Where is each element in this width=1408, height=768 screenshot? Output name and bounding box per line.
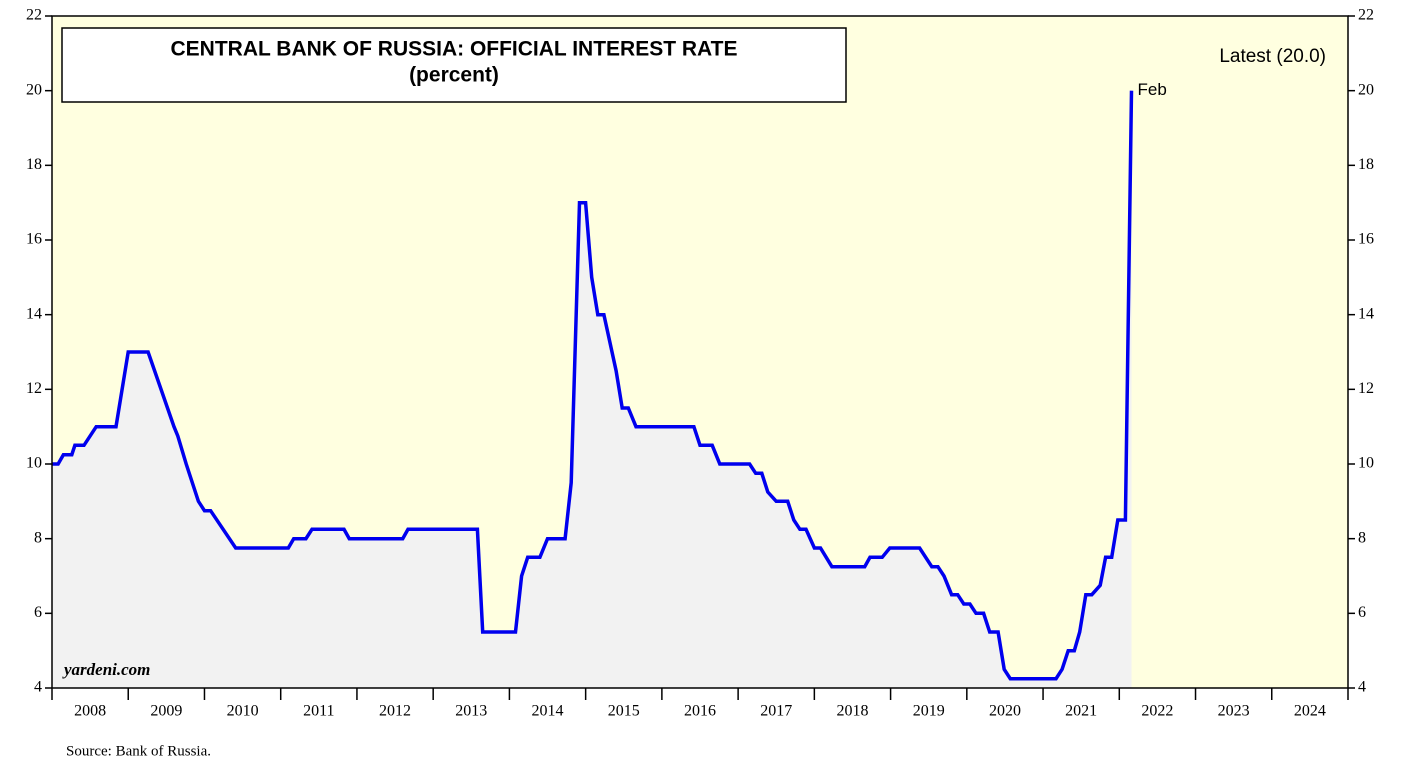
y-tick-label: 6 (34, 604, 42, 621)
x-tick-label: 2013 (455, 703, 487, 720)
y2-tick-label: 14 (1358, 305, 1374, 322)
y-tick-label: 14 (26, 305, 42, 322)
y-tick-label: 16 (26, 231, 42, 248)
x-tick-label: 2012 (379, 703, 411, 720)
y2-tick-label: 8 (1358, 529, 1366, 546)
chart-subtitle: (percent) (409, 64, 499, 87)
x-tick-label: 2019 (913, 703, 945, 720)
x-tick-label: 2016 (684, 703, 716, 720)
watermark: yardeni.com (62, 660, 150, 679)
y2-tick-label: 18 (1358, 156, 1374, 173)
x-tick-label: 2023 (1218, 703, 1250, 720)
source-note: Source: Bank of Russia. (66, 743, 211, 759)
y2-tick-label: 16 (1358, 231, 1374, 248)
x-tick-label: 2011 (303, 703, 334, 720)
title-box (61, 27, 847, 103)
y-tick-label: 12 (26, 380, 42, 397)
y2-tick-label: 22 (1358, 7, 1374, 24)
x-tick-label: 2014 (532, 703, 564, 720)
x-tick-label: 2017 (760, 703, 792, 720)
x-tick-label: 2009 (150, 703, 182, 720)
y-tick-label: 20 (26, 81, 42, 98)
plot-frame (51, 15, 1349, 689)
y2-tick-label: 4 (1358, 679, 1366, 696)
plot (52, 90, 1134, 688)
y2-tick-label: 12 (1358, 380, 1374, 397)
last-point-label: Feb (1137, 80, 1166, 99)
x-tick-label: 2008 (74, 703, 106, 720)
line (52, 90, 1134, 681)
y2-tick-label: 6 (1358, 604, 1366, 621)
x-tick-label: 2010 (227, 703, 259, 720)
x-tick-label: 2024 (1294, 703, 1326, 720)
y2-tick-label: 20 (1358, 81, 1374, 98)
x-tick-label: 2022 (1141, 703, 1173, 720)
latest-annotation: Latest (20.0) (1219, 46, 1326, 67)
y-tick-label: 4 (34, 679, 42, 696)
x-tick-label: 2020 (989, 703, 1021, 720)
chart-title: CENTRAL BANK OF RUSSIA: OFFICIAL INTERES… (171, 38, 738, 61)
y2-tick-label: 10 (1358, 455, 1374, 472)
y-tick-label: 22 (26, 7, 42, 24)
x-tick-label: 2021 (1065, 703, 1097, 720)
area (52, 90, 1132, 688)
x-tick-label: 2015 (608, 703, 640, 720)
y-tick-label: 10 (26, 455, 42, 472)
y-tick-label: 8 (34, 529, 42, 546)
y-tick-label: 18 (26, 156, 42, 173)
x-tick-label: 2018 (836, 703, 868, 720)
